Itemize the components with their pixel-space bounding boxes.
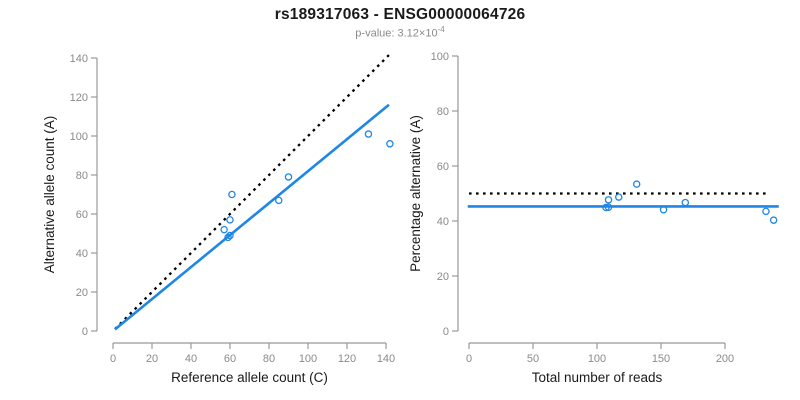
left-plot: 0 20 40 60 80 100 120 140 0 20 40 60 80 100 120 140 Refe… xyxy=(42,53,395,385)
data-point xyxy=(659,205,668,214)
data-point xyxy=(226,231,234,240)
plot-subtitle: p-value: 3.12×10-4 xyxy=(0,25,800,40)
x-axis-title: Total number of reads xyxy=(532,370,663,385)
x-tick-label: 100 xyxy=(588,353,606,365)
p-value-text: p-value: 3.12×10 xyxy=(355,27,438,40)
y-tick-label: 100 xyxy=(431,51,449,63)
left-plot-points xyxy=(220,130,394,242)
y-tick-label: 120 xyxy=(70,92,88,104)
x-tick-label: 0 xyxy=(110,353,116,365)
x-tick-label: 120 xyxy=(338,353,356,365)
data-point xyxy=(604,203,613,211)
data-point xyxy=(769,216,778,224)
y-tick-label: 60 xyxy=(437,161,449,173)
data-point xyxy=(615,193,623,201)
x-tick-label: 80 xyxy=(263,353,275,365)
data-point xyxy=(762,207,770,216)
data-point xyxy=(226,216,234,224)
x-tick-label: 0 xyxy=(466,353,472,365)
x-axis-title: Reference allele count (C) xyxy=(171,370,328,385)
y-axis-title: Alternative allele count (A) xyxy=(42,116,57,274)
expected-ratio-line xyxy=(114,54,390,330)
y-tick-label: 80 xyxy=(76,170,88,182)
y-tick-label: 80 xyxy=(437,106,449,118)
y-tick-label: 60 xyxy=(76,209,88,221)
right-plot: 0 20 40 60 80 100 0 50 100 150 200 Total number of … xyxy=(408,51,779,385)
x-tick-label: 100 xyxy=(299,353,317,365)
data-point xyxy=(220,225,228,234)
data-point xyxy=(364,130,373,138)
x-tick-label: 50 xyxy=(527,353,539,365)
x-tick-label: 20 xyxy=(146,353,158,365)
y-tick-label: 20 xyxy=(437,271,449,283)
fitted-ratio-line xyxy=(114,103,390,331)
data-point xyxy=(681,198,690,207)
data-point xyxy=(284,173,293,181)
y-tick-label: 100 xyxy=(70,131,88,143)
x-tick-label: 150 xyxy=(652,353,670,365)
data-point xyxy=(386,140,394,148)
x-tick-label: 200 xyxy=(716,353,734,365)
y-tick-label: 0 xyxy=(443,326,449,338)
right-plot-points xyxy=(602,180,778,224)
x-tick-label: 40 xyxy=(185,353,197,365)
data-point xyxy=(274,196,283,205)
data-point xyxy=(632,180,641,188)
plot-title: rs189317063 - ENSG00000064726 xyxy=(274,6,526,23)
y-tick-label: 40 xyxy=(76,248,88,260)
data-point xyxy=(228,190,236,199)
data-point xyxy=(602,203,610,212)
y-axis-title: Percentage alternative (A) xyxy=(408,115,423,272)
y-tick-label: 40 xyxy=(437,216,449,228)
x-tick-label: 140 xyxy=(377,353,395,365)
data-point xyxy=(224,233,232,242)
p-value-exponent: -4 xyxy=(437,25,445,34)
y-tick-label: 0 xyxy=(82,326,88,338)
y-tick-label: 20 xyxy=(76,287,88,299)
y-tick-label: 140 xyxy=(70,53,88,65)
data-point xyxy=(604,196,613,204)
x-tick-label: 60 xyxy=(224,353,236,365)
